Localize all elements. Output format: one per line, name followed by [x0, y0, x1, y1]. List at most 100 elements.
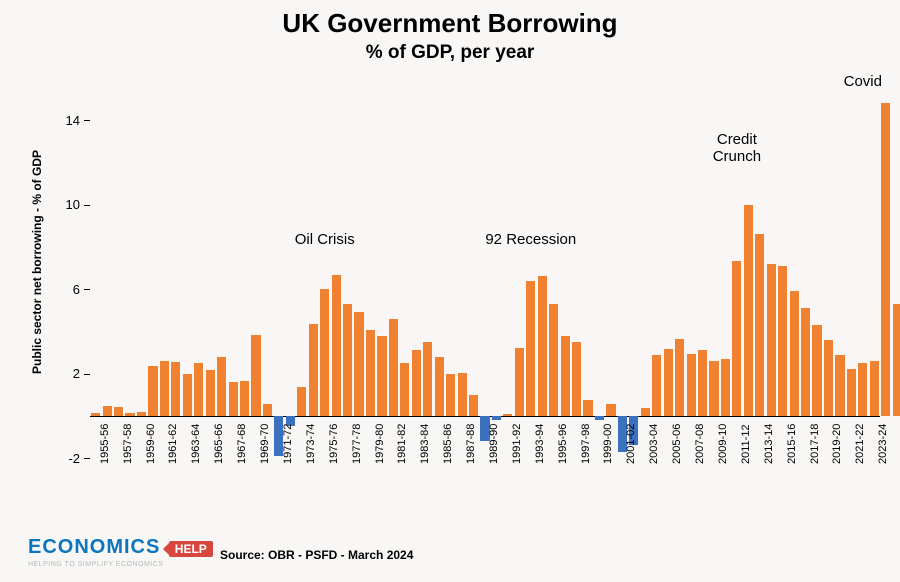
logo-subtext: HELPING TO SIMPLIFY ECONOMICS	[28, 561, 213, 568]
chart-title: UK Government Borrowing	[0, 8, 900, 39]
bar-chart: -22610141955-561957-581959-601961-621963…	[90, 78, 880, 458]
bar	[732, 261, 741, 416]
y-tick	[84, 120, 90, 121]
bar	[160, 361, 169, 416]
annotation-label: 92 Recession	[471, 231, 591, 248]
x-tick-label: 1975-76	[328, 424, 340, 464]
annotation-label: Oil Crisis	[265, 231, 385, 248]
bar	[320, 289, 329, 416]
bar	[458, 373, 467, 416]
logo-word: ECONOMICS	[28, 536, 160, 558]
bar	[790, 291, 799, 416]
x-tick-label: 1991-92	[511, 424, 523, 464]
bar	[297, 387, 306, 416]
x-tick-label: 1979-80	[374, 424, 386, 464]
x-tick-label: 2021-22	[854, 424, 866, 464]
bar	[778, 266, 787, 416]
bar	[858, 363, 867, 416]
x-tick-label: 1989-90	[488, 424, 500, 464]
x-tick-label: 2009-10	[717, 424, 729, 464]
bar	[606, 404, 615, 416]
x-tick-label: 1999-00	[602, 424, 614, 464]
x-tick-label: 2003-04	[648, 424, 660, 464]
bar	[538, 276, 547, 415]
x-tick-label: 1997-98	[580, 424, 592, 464]
x-tick-label: 1965-66	[213, 424, 225, 464]
bar	[217, 357, 226, 416]
bar	[893, 304, 900, 416]
x-tick-label: 1957-58	[122, 424, 134, 464]
bar	[503, 414, 512, 416]
x-tick-label: 2011-12	[740, 424, 752, 464]
bar	[561, 336, 570, 416]
bar	[549, 304, 558, 416]
bar	[652, 355, 661, 416]
logo-tag-icon: HELP	[169, 541, 213, 557]
bar	[755, 234, 764, 416]
x-tick-label: 1969-70	[259, 424, 271, 464]
bar	[687, 354, 696, 416]
bar	[709, 361, 718, 416]
economics-help-logo: ECONOMICS HELP HELPING TO SIMPLIFY ECONO…	[28, 536, 213, 568]
bar	[103, 406, 112, 416]
bar	[91, 413, 100, 416]
bar	[206, 370, 215, 415]
x-tick-label: 1959-60	[145, 424, 157, 464]
y-tick-label: 10	[50, 197, 80, 212]
bar	[801, 308, 810, 416]
x-tick-label: 1983-84	[419, 424, 431, 464]
bar	[812, 325, 821, 416]
y-tick-label: 14	[50, 113, 80, 128]
bar	[229, 382, 238, 416]
bar	[835, 355, 844, 416]
bar	[572, 342, 581, 416]
x-tick-label: 2023-24	[877, 424, 889, 464]
bar	[148, 366, 157, 416]
bar	[251, 335, 260, 416]
bar	[492, 416, 501, 420]
x-tick-label: 1981-82	[396, 424, 408, 464]
bar	[366, 330, 375, 416]
y-axis-label: Public sector net borrowing - % of GDP	[30, 150, 44, 374]
bar	[332, 275, 341, 415]
bar	[515, 348, 524, 416]
bar	[721, 359, 730, 416]
bar	[664, 349, 673, 416]
x-tick-label: 2005-06	[671, 424, 683, 464]
x-tick-label: 1973-74	[305, 424, 317, 464]
bar	[767, 264, 776, 416]
bar	[263, 404, 272, 416]
x-tick-label: 1993-94	[534, 424, 546, 464]
y-tick	[84, 374, 90, 375]
x-tick-label: 2015-16	[786, 424, 798, 464]
source-text: Source: OBR - PSFD - March 2024	[220, 548, 413, 562]
bar	[240, 381, 249, 416]
annotation-label: CreditCrunch	[677, 131, 797, 165]
x-tick-label: 1961-62	[167, 424, 179, 464]
bar	[354, 312, 363, 415]
bar	[389, 319, 398, 416]
bar	[309, 324, 318, 416]
x-tick-label: 1977-78	[351, 424, 363, 464]
bar	[870, 361, 879, 416]
y-tick-label: -2	[50, 451, 80, 466]
bar	[343, 304, 352, 416]
bar	[377, 336, 386, 416]
x-tick-label: 2013-14	[763, 424, 775, 464]
bar	[595, 416, 604, 420]
bar	[125, 413, 134, 416]
x-tick-label: 2017-18	[809, 424, 821, 464]
bar	[641, 408, 650, 415]
bar	[698, 350, 707, 415]
bar	[583, 400, 592, 416]
y-tick-label: 2	[50, 366, 80, 381]
x-tick-label: 1963-64	[190, 424, 202, 464]
y-tick	[84, 289, 90, 290]
x-tick-label: 1985-86	[442, 424, 454, 464]
x-tick-label: 1987-88	[465, 424, 477, 464]
bar	[171, 362, 180, 416]
x-tick-label: 1955-56	[99, 424, 111, 464]
bar	[526, 281, 535, 416]
bar	[446, 374, 455, 416]
bar	[744, 205, 753, 416]
